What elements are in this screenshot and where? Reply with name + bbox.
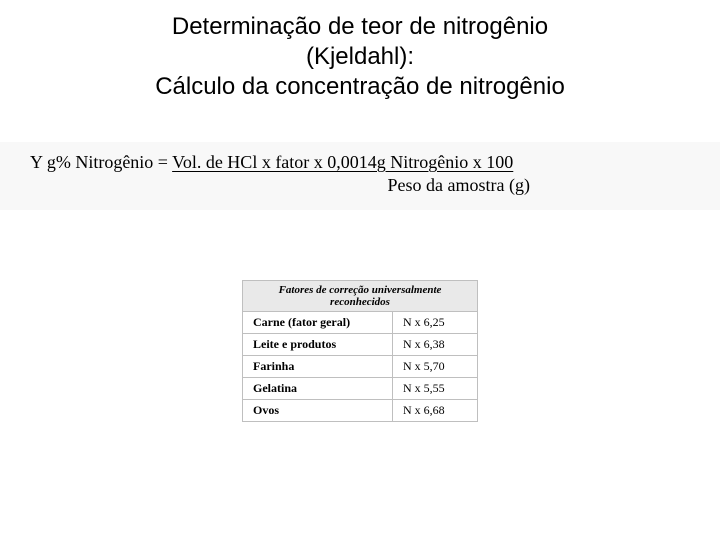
table-row: Gelatina N x 5,55: [243, 378, 478, 400]
slide-title-block: Determinação de teor de nitrogênio (Kjel…: [0, 0, 720, 102]
factors-table-wrap: Fatores de correção universalmente recon…: [0, 280, 720, 422]
formula-numerator: Vol. de HCl x fator x 0,0014g Nitrogênio…: [172, 152, 513, 172]
table-row: Carne (fator geral) N x 6,25: [243, 312, 478, 334]
formula-denominator: Peso da amostra (g): [30, 175, 690, 196]
row-value: N x 5,70: [393, 356, 478, 378]
title-line-1: Determinação de teor de nitrogênio: [0, 12, 720, 42]
row-value: N x 5,55: [393, 378, 478, 400]
formula-lhs: Y g% Nitrogênio =: [30, 152, 172, 172]
row-name: Carne (fator geral): [243, 312, 393, 334]
table-row: Leite e produtos N x 6,38: [243, 334, 478, 356]
row-value: N x 6,25: [393, 312, 478, 334]
row-name: Leite e produtos: [243, 334, 393, 356]
table-row: Ovos N x 6,68: [243, 400, 478, 422]
row-value: N x 6,38: [393, 334, 478, 356]
table-header-row: Fatores de correção universalmente recon…: [243, 281, 478, 312]
formula-region: Y g% Nitrogênio = Vol. de HCl x fator x …: [0, 142, 720, 210]
title-line-2: (Kjeldahl):: [0, 42, 720, 72]
table-header: Fatores de correção universalmente recon…: [243, 281, 478, 312]
row-name: Farinha: [243, 356, 393, 378]
factors-table: Fatores de correção universalmente recon…: [242, 280, 478, 422]
row-name: Gelatina: [243, 378, 393, 400]
row-name: Ovos: [243, 400, 393, 422]
row-value: N x 6,68: [393, 400, 478, 422]
table-row: Farinha N x 5,70: [243, 356, 478, 378]
formula-line-1: Y g% Nitrogênio = Vol. de HCl x fator x …: [30, 152, 690, 173]
title-line-3: Cálculo da concentração de nitrogênio: [0, 72, 720, 102]
